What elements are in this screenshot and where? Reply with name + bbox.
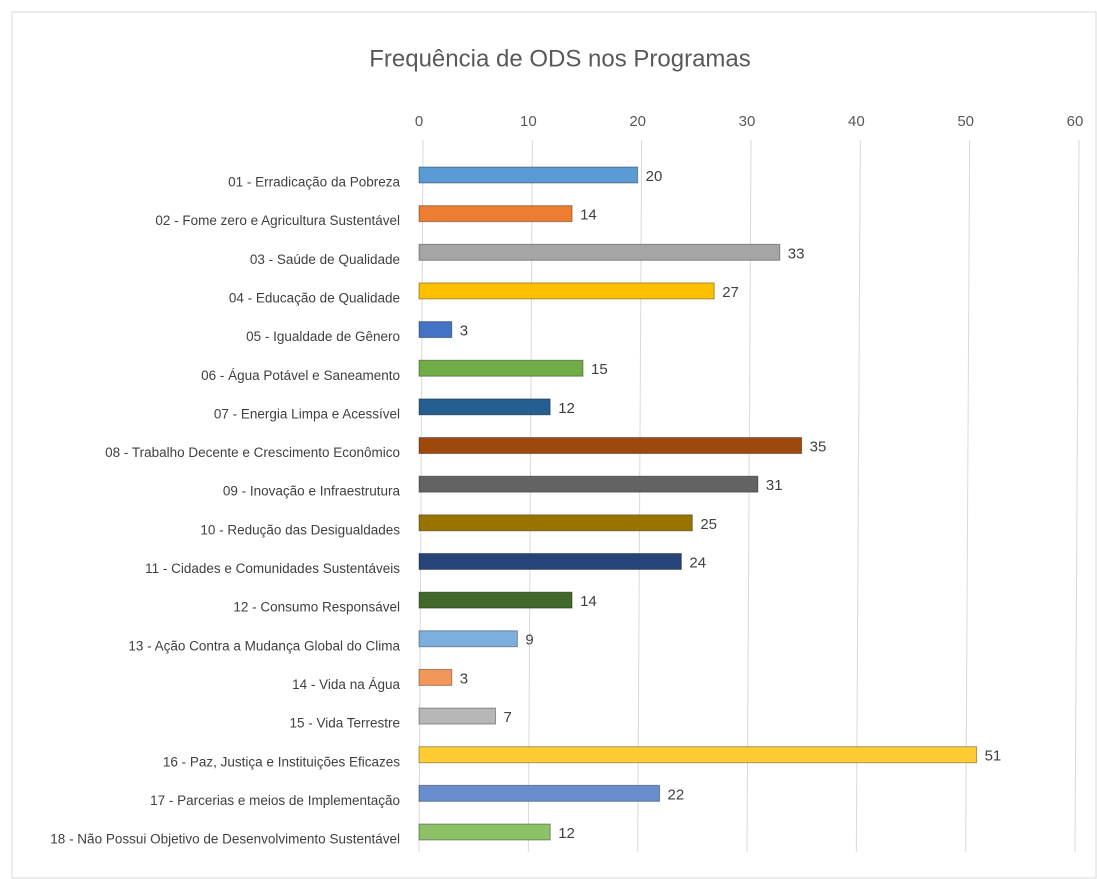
data-label: 12 <box>558 825 575 842</box>
x-tick-label: 0 <box>415 113 423 130</box>
data-label: 14 <box>580 207 597 224</box>
data-label: 35 <box>810 438 827 455</box>
bar <box>418 321 453 339</box>
data-label: 3 <box>460 323 468 340</box>
bar <box>418 359 584 377</box>
bar <box>418 205 573 223</box>
y-tick-label: 13 - Ação Contra a Mudança Global do Cli… <box>128 638 400 653</box>
bar <box>418 784 661 802</box>
bar <box>418 823 551 841</box>
bar <box>418 475 759 493</box>
bar <box>418 437 803 455</box>
bar <box>418 282 715 300</box>
y-tick-label: 16 - Paz, Justiça e Instituições Eficaze… <box>163 754 400 769</box>
data-label: 14 <box>580 593 597 610</box>
x-tick-label: 20 <box>629 113 646 130</box>
bar <box>418 591 573 609</box>
bar <box>418 398 551 416</box>
bar <box>418 552 682 570</box>
grid-line <box>855 139 861 853</box>
y-tick-label: 08 - Trabalho Decente e Crescimento Econ… <box>105 445 400 460</box>
data-label: 3 <box>460 670 468 687</box>
y-tick-label: 14 - Vida na Água <box>292 677 400 692</box>
bar <box>418 707 497 725</box>
y-tick-label: 01 - Erradicação da Pobreza <box>228 175 400 190</box>
x-tick-label: 10 <box>520 113 537 130</box>
data-label: 12 <box>558 400 575 417</box>
y-tick-label: 11 - Cidades e Comunidades Sustentáveis <box>145 561 400 576</box>
x-tick-label: 60 <box>1067 113 1084 130</box>
data-label: 15 <box>591 361 608 378</box>
y-tick-label: 10 - Redução das Desigualdades <box>200 522 400 537</box>
grid-line <box>1074 139 1080 853</box>
data-label: 9 <box>525 632 533 649</box>
y-tick-label: 06 - Água Potável e Saneamento <box>201 368 400 383</box>
bar <box>418 630 518 648</box>
data-label: 31 <box>766 477 783 494</box>
y-tick-label: 05 - Igualdade de Gênero <box>246 329 400 344</box>
data-label: 24 <box>689 554 706 571</box>
data-label: 33 <box>788 245 805 262</box>
y-tick-label: 15 - Vida Terrestre <box>289 716 400 731</box>
data-label: 25 <box>700 516 717 533</box>
bar <box>418 746 978 764</box>
y-tick-label: 09 - Inovação e Infraestrutura <box>223 484 401 499</box>
y-tick-label: 02 - Fome zero e Agricultura Sustentável <box>155 213 400 228</box>
x-tick-label: 30 <box>739 113 756 130</box>
data-label: 22 <box>668 786 685 803</box>
chart-title: Frequência de ODS nos Programas <box>369 45 751 72</box>
y-tick-label: 07 - Energia Limpa e Acessível <box>214 406 400 421</box>
data-label: 51 <box>985 748 1002 765</box>
data-label: 27 <box>722 284 739 301</box>
data-label: 20 <box>646 168 663 185</box>
y-tick-label: 17 - Parcerias e meios de Implementação <box>150 793 400 808</box>
bar <box>418 668 453 686</box>
x-tick-label: 50 <box>957 113 974 130</box>
data-label: 7 <box>504 709 512 726</box>
y-tick-label: 12 - Consumo Responsável <box>233 600 400 615</box>
bar <box>418 243 781 261</box>
bar <box>418 514 693 532</box>
y-tick-label: 18 - Não Possui Objetivo de Desenvolvime… <box>50 832 400 847</box>
grid-line <box>965 139 971 853</box>
y-tick-label: 04 - Educação de Qualidade <box>229 291 400 306</box>
bar <box>418 166 639 184</box>
y-tick-label: 03 - Saúde de Qualidade <box>250 252 400 267</box>
x-tick-label: 40 <box>848 113 865 130</box>
